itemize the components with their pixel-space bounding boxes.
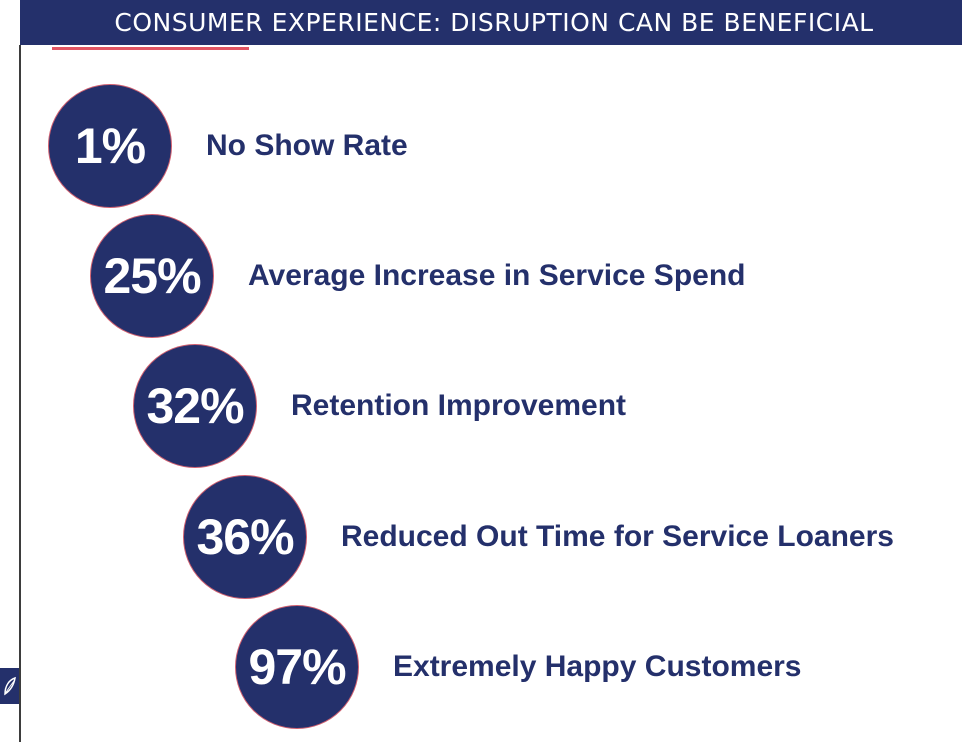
- stat-label: Average Increase in Service Spend: [248, 259, 746, 292]
- stat-label: No Show Rate: [206, 129, 408, 162]
- stat-row-no-show: 1% No Show Rate: [48, 84, 408, 208]
- stat-value: 36%: [196, 509, 294, 565]
- stat-circle: 97%: [235, 605, 359, 729]
- stat-value: 32%: [146, 378, 244, 434]
- stat-label: Reduced Out Time for Service Loaners: [341, 520, 894, 553]
- stat-value: 25%: [103, 248, 201, 304]
- stat-label: Extremely Happy Customers: [393, 650, 802, 683]
- stat-row-retention: 32% Retention Improvement: [133, 344, 626, 468]
- stat-circle: 1%: [48, 84, 172, 208]
- stat-value: 1%: [74, 118, 146, 174]
- leaf-logo-icon: [0, 668, 19, 704]
- left-divider-line: [19, 45, 21, 742]
- title-accent-line: [52, 47, 249, 50]
- title-bar: CONSUMER EXPERIENCE: DISRUPTION CAN BE B…: [20, 0, 962, 45]
- stat-circle: 25%: [90, 214, 214, 338]
- stat-label: Retention Improvement: [291, 389, 627, 422]
- stat-row-service-spend: 25% Average Increase in Service Spend: [90, 214, 745, 338]
- stat-circle: 36%: [183, 475, 307, 599]
- stat-row-happy-customers: 97% Extremely Happy Customers: [235, 605, 802, 729]
- slide-title: CONSUMER EXPERIENCE: DISRUPTION CAN BE B…: [114, 8, 874, 37]
- stat-value: 97%: [248, 639, 346, 695]
- stat-circle: 32%: [133, 344, 257, 468]
- stat-row-out-time: 36% Reduced Out Time for Service Loaners: [183, 475, 894, 599]
